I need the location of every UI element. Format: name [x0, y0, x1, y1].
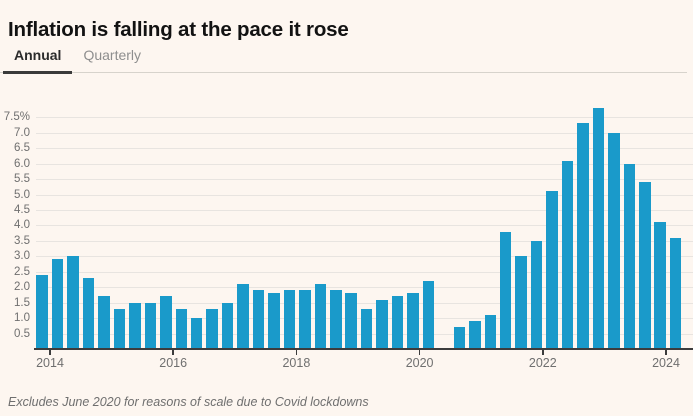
bar-q2-2023[interactable] — [623, 163, 636, 349]
chart-footnote: Excludes June 2020 for reasons of scale … — [8, 395, 369, 409]
y-axis-tick-label: 5.0 — [14, 188, 30, 201]
bar-q3-2020[interactable] — [453, 327, 466, 349]
y-axis-tick-label: 6.5 — [14, 142, 30, 155]
x-axis-tick-label: 2018 — [282, 356, 311, 370]
bar-q2-2016[interactable] — [190, 318, 203, 349]
gridline — [36, 117, 693, 119]
gridline — [36, 240, 693, 242]
bar-q4-2015[interactable] — [160, 296, 172, 349]
y-axis-tick-label: 5.5 — [14, 173, 30, 186]
tab-row-divider — [0, 72, 687, 73]
gridline — [36, 179, 693, 181]
bar-q3-2022[interactable] — [577, 123, 589, 349]
bar-q3-2015[interactable] — [144, 302, 157, 349]
x-axis-tick — [665, 350, 667, 355]
bar-q4-2016[interactable] — [221, 302, 234, 349]
y-axis-tick-label: 1.0 — [14, 312, 30, 325]
bar-q4-2022[interactable] — [592, 107, 605, 349]
bar-q1-2020[interactable] — [422, 281, 435, 349]
y-axis-tick-label: 2.0 — [14, 281, 30, 294]
x-axis-line — [34, 347, 693, 350]
x-axis-tick-label: 2014 — [36, 356, 64, 370]
y-axis-tick-label: 3.5 — [14, 234, 30, 247]
x-axis-tick-label: 2024 — [652, 356, 680, 370]
y-axis-tick-label: 7.0 — [14, 126, 30, 139]
x-axis-tick-label: 2022 — [528, 356, 557, 370]
bar-q2-2018[interactable] — [314, 284, 327, 349]
gridline — [36, 148, 693, 150]
bar-q2-2015[interactable] — [129, 302, 141, 349]
bar-q2-2021[interactable] — [499, 231, 512, 349]
gridline — [36, 287, 693, 289]
bar-q4-2018[interactable] — [345, 293, 357, 349]
bar-q1-2018[interactable] — [299, 290, 311, 349]
gridline — [36, 209, 693, 211]
x-axis-tick — [172, 350, 174, 355]
tab-annual[interactable]: Annual — [3, 46, 73, 74]
gridline — [36, 225, 693, 227]
y-axis-tick-label: 3.0 — [14, 250, 30, 263]
gridline — [36, 302, 693, 304]
gridline — [36, 163, 693, 165]
x-axis: 2014 2016 2018 2020 2022 2024 — [0, 349, 693, 375]
bar-q4-2021[interactable] — [530, 240, 543, 349]
y-axis-tick-label: 4.0 — [14, 219, 30, 232]
tab-quarterly[interactable]: Quarterly — [72, 46, 152, 73]
bar-q4-2014[interactable] — [98, 296, 110, 349]
bar-q2-2022[interactable] — [561, 160, 574, 349]
chart-view-tabs: Annual Quarterly — [3, 46, 693, 74]
chart-title: Inflation is falling at the pace it rose — [8, 17, 349, 41]
y-axis-tick-label: 2.5 — [14, 265, 30, 278]
bar-q4-2020[interactable] — [469, 321, 481, 349]
x-axis-tick-label: 2016 — [159, 356, 188, 370]
bar-q3-2014[interactable] — [82, 277, 95, 349]
bar-q1-2015[interactable] — [113, 308, 126, 349]
bar-q4-2017[interactable] — [283, 290, 296, 349]
gridline — [36, 194, 693, 196]
bar-q1-2021[interactable] — [484, 315, 496, 349]
bar-q4-2019[interactable] — [407, 293, 419, 349]
x-axis-tick — [49, 350, 51, 355]
bar-q1-2019[interactable] — [360, 308, 373, 349]
gridline — [36, 271, 693, 273]
bar-q3-2023[interactable] — [639, 182, 651, 349]
x-axis-tick — [295, 350, 298, 355]
bar-q3-2017[interactable] — [268, 293, 280, 349]
gridline — [36, 256, 693, 258]
bar-q1-2023[interactable] — [608, 132, 620, 349]
y-axis-tick-label: 1.5 — [14, 296, 30, 309]
bar-q1-2014[interactable] — [51, 259, 64, 349]
y-axis-tick-label: 7.5% — [3, 111, 30, 124]
bar-q1-2017[interactable] — [237, 284, 249, 349]
y-axis-tick-label: 0.5 — [14, 327, 30, 340]
bar-q4-2013[interactable] — [36, 274, 48, 349]
x-axis-tick-label: 2020 — [405, 356, 434, 370]
y-axis-tick-label: 6.0 — [14, 157, 30, 170]
bar-q4-2023[interactable] — [654, 222, 666, 349]
bar-q2-2014[interactable] — [67, 256, 79, 349]
bar-q3-2018[interactable] — [330, 290, 342, 349]
bar-q3-2016[interactable] — [206, 308, 218, 349]
y-axis-tick-label: 4.5 — [14, 203, 30, 216]
bar-q3-2019[interactable] — [391, 296, 404, 349]
gridline — [36, 132, 693, 134]
bar-q1-2022[interactable] — [546, 191, 558, 349]
bar-q3-2021[interactable] — [515, 256, 527, 349]
bar-q1-2016[interactable] — [175, 308, 187, 349]
plot-area: 7.5% 7.0 6.5 6.0 5.5 5.0 4.5 4.0 3.5 3.0 2.5 2.0 1.5… — [0, 85, 693, 350]
x-axis-tick — [542, 350, 544, 355]
x-axis-tick — [418, 350, 421, 355]
bar-q2-2019[interactable] — [376, 299, 388, 349]
bar-q2-2017[interactable] — [252, 290, 265, 349]
bar-q1-2024[interactable] — [669, 237, 682, 349]
